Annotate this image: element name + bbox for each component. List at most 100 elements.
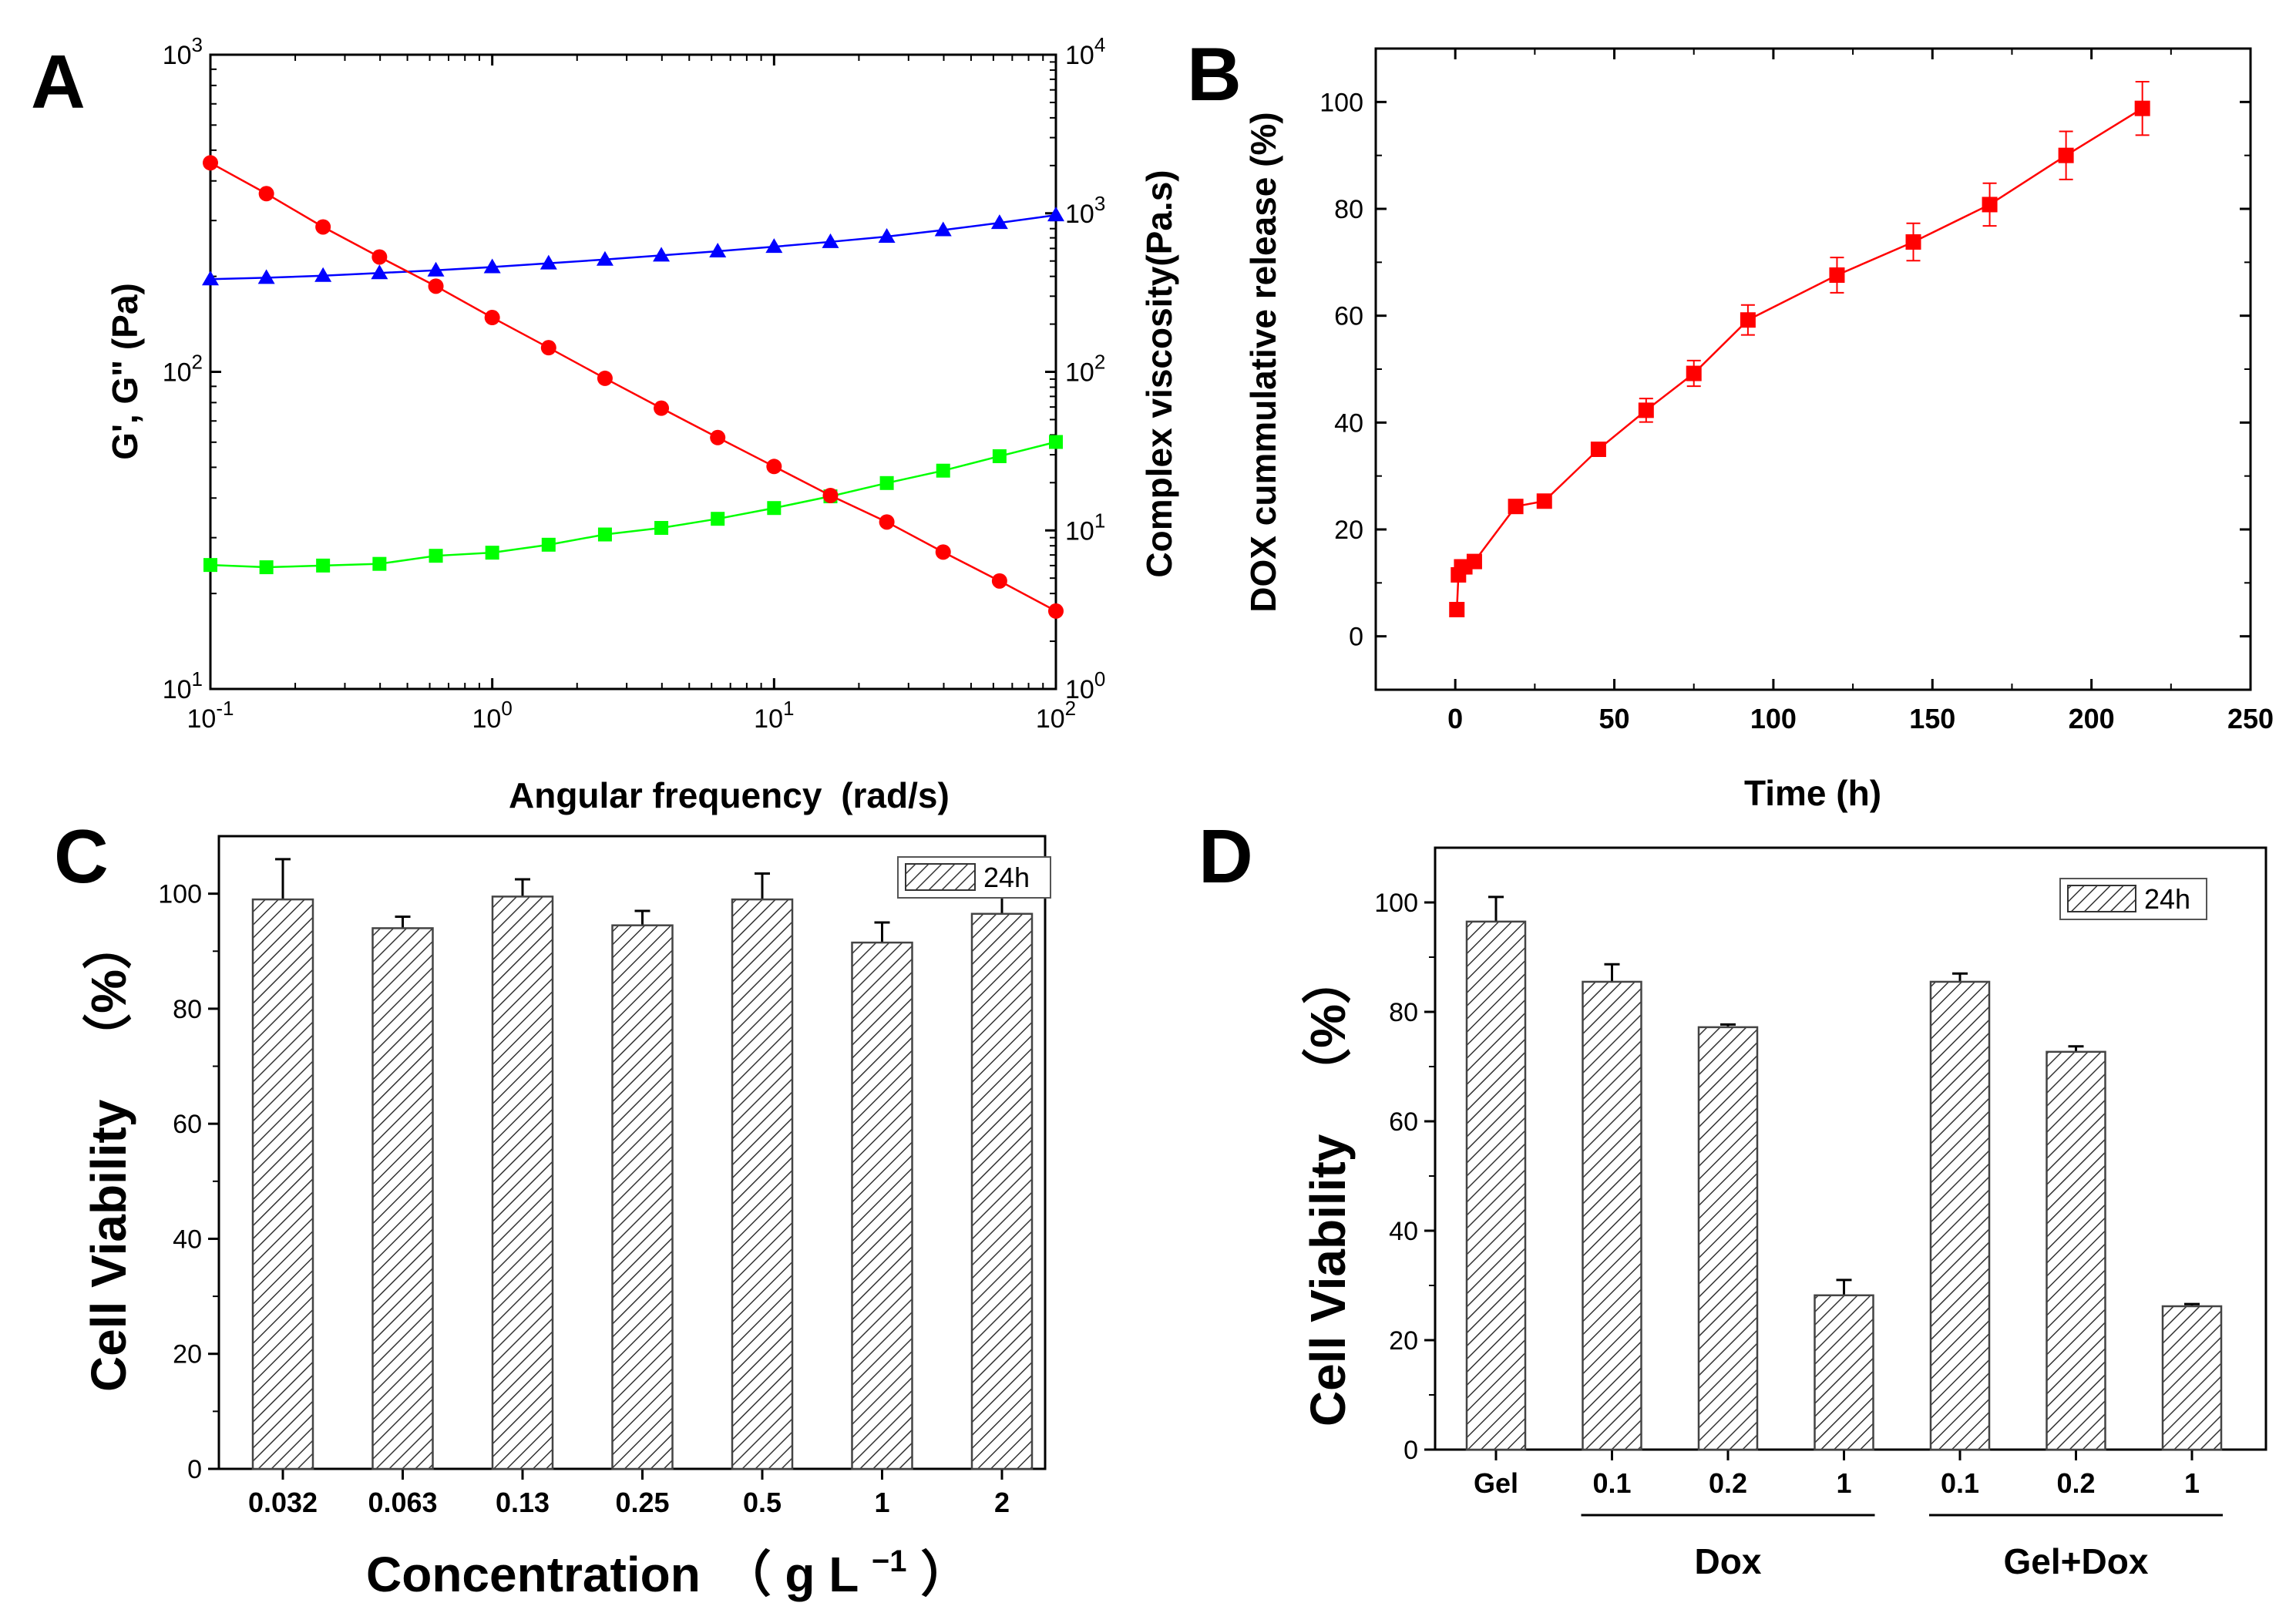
panel-a-y-tick-label-exp: 1 bbox=[192, 667, 203, 691]
panel-a-x-tick-label: 100 bbox=[472, 697, 513, 734]
panel-a-y-right-tick-label-exp: 4 bbox=[1094, 33, 1105, 56]
panel-d-x-tick-label: 0.2 bbox=[1709, 1467, 1747, 1499]
panel-a-point-g-double-prime bbox=[992, 449, 1007, 463]
panel-a-point-g-double-prime bbox=[879, 475, 894, 490]
panel-a-point-g-prime bbox=[371, 264, 388, 280]
panel-a-x-tick-label-exp: 0 bbox=[501, 697, 512, 720]
panel-c-xlabel-main: Concentration bbox=[366, 1547, 701, 1602]
panel-b-point bbox=[1905, 234, 1921, 250]
panel-d-bar bbox=[1814, 1294, 1874, 1451]
panel-d-x-tick-label: 0.2 bbox=[2056, 1467, 2095, 1499]
panel-a-y-tick-label-exp: 3 bbox=[192, 33, 203, 56]
panel-d-bar bbox=[2161, 1305, 2223, 1451]
panel-a-x-tick-label-base: 10 bbox=[187, 704, 217, 734]
panel-c-y-tick-label: 100 bbox=[158, 880, 202, 909]
panel-a-xlabel-unit: (rad/s) bbox=[841, 775, 950, 815]
panel-d-y-tick-label: 0 bbox=[1403, 1436, 1418, 1465]
panel-c-xlabel-paren-open: （ bbox=[722, 1547, 771, 1602]
panel-d-group-label: Dox bbox=[1695, 1541, 1762, 1581]
panel-a-point-g-prime bbox=[934, 221, 952, 237]
panel-b-point bbox=[1740, 312, 1756, 328]
panel-d-legend-swatch bbox=[2067, 885, 2136, 912]
panel-c-x-tick-label: 0.032 bbox=[248, 1487, 318, 1518]
panel-a-xlabel-main: Angular frequency bbox=[509, 775, 822, 815]
panel-a-point-complex-viscosity bbox=[710, 429, 726, 445]
panel-b-point bbox=[1829, 267, 1845, 283]
panel-a-x-tick-label: 102 bbox=[1036, 697, 1076, 734]
panel-b-point bbox=[1508, 499, 1524, 515]
panel-a-series-line-complex-viscosity bbox=[210, 162, 1057, 613]
panel-a-point-g-prime bbox=[709, 243, 727, 258]
panel-a-y-right-tick-label-base: 10 bbox=[1065, 358, 1094, 388]
panel-a-point-complex-viscosity bbox=[597, 370, 613, 386]
panel-d-x-tick-label: 0.1 bbox=[1592, 1467, 1631, 1499]
panel-b-point bbox=[1466, 553, 1482, 570]
panel-c-y-tick-label: 80 bbox=[173, 995, 202, 1024]
panel-c-ylabel-main: Cell Viability bbox=[81, 1099, 136, 1392]
panel-a-y-right-tick-label-exp: 2 bbox=[1094, 351, 1105, 374]
panel-c-ylabel-unit: （%） bbox=[81, 920, 136, 1063]
panel-a-y-right-tick-label: 101 bbox=[1065, 509, 1105, 546]
panel-b-ylabel: DOX cummulative release (%) bbox=[1243, 112, 1283, 612]
panel-c-bar bbox=[371, 927, 434, 1470]
panel-c-xlabel-exp: −1 bbox=[872, 1544, 907, 1578]
panel-b-release-chart: 0 50 100 150 200 250 0 20 40 60 80 100 Time (h) DOX… bbox=[1243, 47, 2274, 813]
panel-a-point-g-double-prime bbox=[936, 463, 950, 478]
panel-a-x-tick-label-base: 10 bbox=[472, 704, 502, 734]
panel-a-point-complex-viscosity bbox=[822, 487, 839, 503]
panel-b-y-tick-label: 40 bbox=[1334, 408, 1363, 438]
panel-d-bar bbox=[1465, 920, 1527, 1451]
panel-d-group-label: Gel+Dox bbox=[2004, 1541, 2149, 1581]
panel-d-legend-text: 24h bbox=[2144, 883, 2190, 915]
panel-a-point-complex-viscosity bbox=[766, 459, 782, 475]
panel-a-ylabel: G', G" (Pa) bbox=[105, 283, 145, 460]
panel-d-bar bbox=[1582, 980, 1642, 1451]
panel-a-y-right-tick-label-base: 10 bbox=[1065, 516, 1094, 546]
panel-d-x-tick-label: 1 bbox=[2184, 1467, 2200, 1499]
panel-a-point-g-prime bbox=[765, 238, 783, 254]
panel-a-point-complex-viscosity bbox=[654, 400, 670, 416]
panel-a-y-tick-label: 103 bbox=[163, 33, 203, 70]
panel-d-legend: 24h bbox=[2059, 878, 2207, 920]
panel-c-bar bbox=[851, 941, 913, 1470]
panel-c-x-tick-label: 0.063 bbox=[368, 1487, 437, 1518]
panel-c-x-tick-label: 1 bbox=[874, 1487, 889, 1518]
panel-a-point-g-double-prime bbox=[485, 546, 499, 560]
panel-a-point-g-double-prime bbox=[711, 512, 725, 526]
panel-a-point-complex-viscosity bbox=[371, 249, 388, 265]
panel-b-x-tick-label: 0 bbox=[1447, 703, 1463, 734]
panel-a-x-tick-label-exp: 2 bbox=[1065, 697, 1076, 720]
panel-a-point-complex-viscosity bbox=[879, 514, 895, 530]
panel-b-point bbox=[1686, 365, 1702, 381]
panel-a-y-right-tick-label-exp: 0 bbox=[1094, 667, 1105, 691]
panel-a-xlabel: Angular frequency (rad/s) bbox=[509, 775, 950, 815]
panel-a-point-complex-viscosity bbox=[315, 219, 331, 235]
panel-b-x-tick-label: 200 bbox=[2069, 703, 2115, 734]
panel-c-ylabel: Cell Viability （%） bbox=[81, 920, 136, 1392]
panel-a-y-tick-label-base: 10 bbox=[163, 41, 192, 70]
panel-a-point-g-prime bbox=[596, 250, 613, 266]
panel-b-point bbox=[1638, 402, 1654, 418]
panel-a-y-right-tick-label: 103 bbox=[1065, 192, 1105, 229]
panel-d-y-tick-label: 60 bbox=[1389, 1107, 1418, 1137]
panel-a-point-g-prime bbox=[878, 227, 896, 243]
panel-c-x-tick-label: 0.25 bbox=[615, 1487, 669, 1518]
panel-c-y-tick-label: 0 bbox=[187, 1455, 202, 1484]
panel-a-y-right-tick-label-exp: 1 bbox=[1094, 509, 1105, 532]
panel-a-point-g-double-prime bbox=[597, 527, 612, 542]
panel-a-point-g-double-prime bbox=[654, 521, 669, 536]
panel-d-ylabel: Cell Viability （%） bbox=[1300, 955, 1356, 1426]
panel-c-xlabel: Concentration （ g L −1 ） bbox=[366, 1527, 970, 1602]
panel-a-y-right-tick-label-base: 10 bbox=[1065, 41, 1094, 70]
panel-a-point-g-double-prime bbox=[316, 558, 331, 573]
panel-b-y-tick-label: 60 bbox=[1334, 302, 1363, 331]
panel-a-point-complex-viscosity bbox=[1048, 603, 1064, 619]
panel-letter-d: D bbox=[1198, 814, 1253, 899]
panel-c-x-tick-label: 0.13 bbox=[496, 1487, 550, 1518]
panel-a-point-complex-viscosity bbox=[484, 310, 500, 326]
panel-a-point-g-prime bbox=[653, 247, 671, 262]
panel-c-x-tick-label: 2 bbox=[994, 1487, 1010, 1518]
